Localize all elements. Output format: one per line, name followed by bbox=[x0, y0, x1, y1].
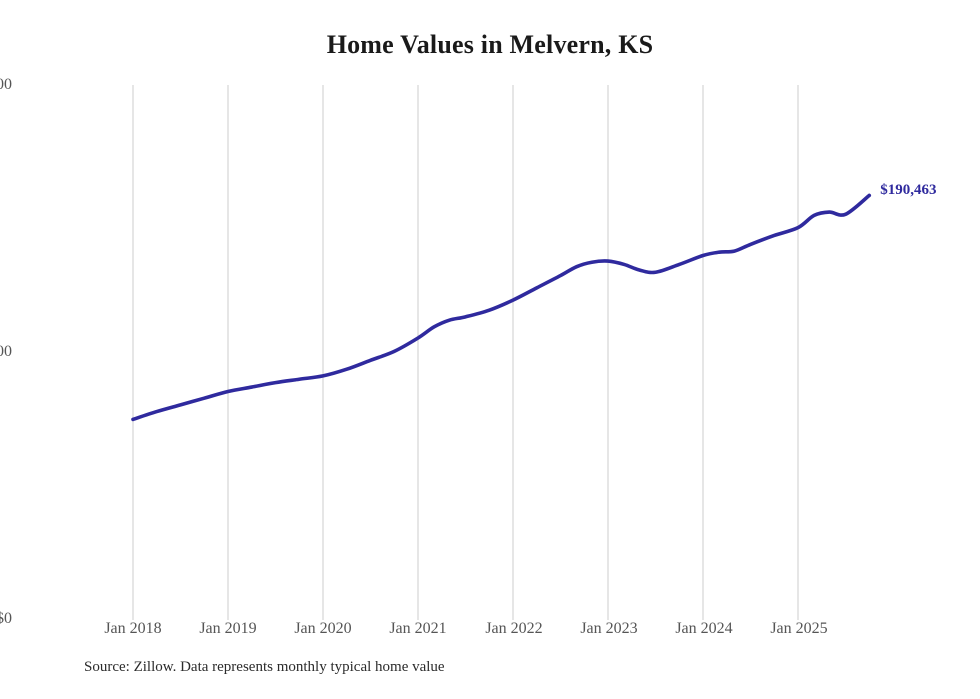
x-axis-tick-jan-2018: Jan 2018 bbox=[104, 620, 162, 637]
x-axis-tick-jan-2025: Jan 2025 bbox=[770, 620, 828, 637]
y-axis-tick-240000: $240,000 bbox=[0, 76, 12, 93]
gridlines-group bbox=[132, 85, 799, 620]
x-axis-tick-jan-2024: Jan 2024 bbox=[675, 620, 733, 637]
x-axis-tick-jan-2020: Jan 2020 bbox=[294, 620, 352, 637]
x-axis-tick-jan-2022: Jan 2022 bbox=[485, 620, 543, 637]
value-line bbox=[131, 193, 872, 422]
end-value-label: $190,463 bbox=[880, 182, 937, 199]
x-axis-tick-jan-2019: Jan 2019 bbox=[199, 620, 257, 637]
y-axis-tick-120000: $120,000 bbox=[0, 343, 12, 360]
y-axis-tick-0: $0 bbox=[0, 610, 12, 627]
x-axis-tick-jan-2023: Jan 2023 bbox=[580, 620, 638, 637]
chart-title: Home Values in Melvern, KS bbox=[326, 30, 654, 59]
x-axis-tick-jan-2021: Jan 2021 bbox=[389, 620, 447, 637]
source-note: Source: Zillow. Data represents monthly … bbox=[84, 659, 445, 675]
